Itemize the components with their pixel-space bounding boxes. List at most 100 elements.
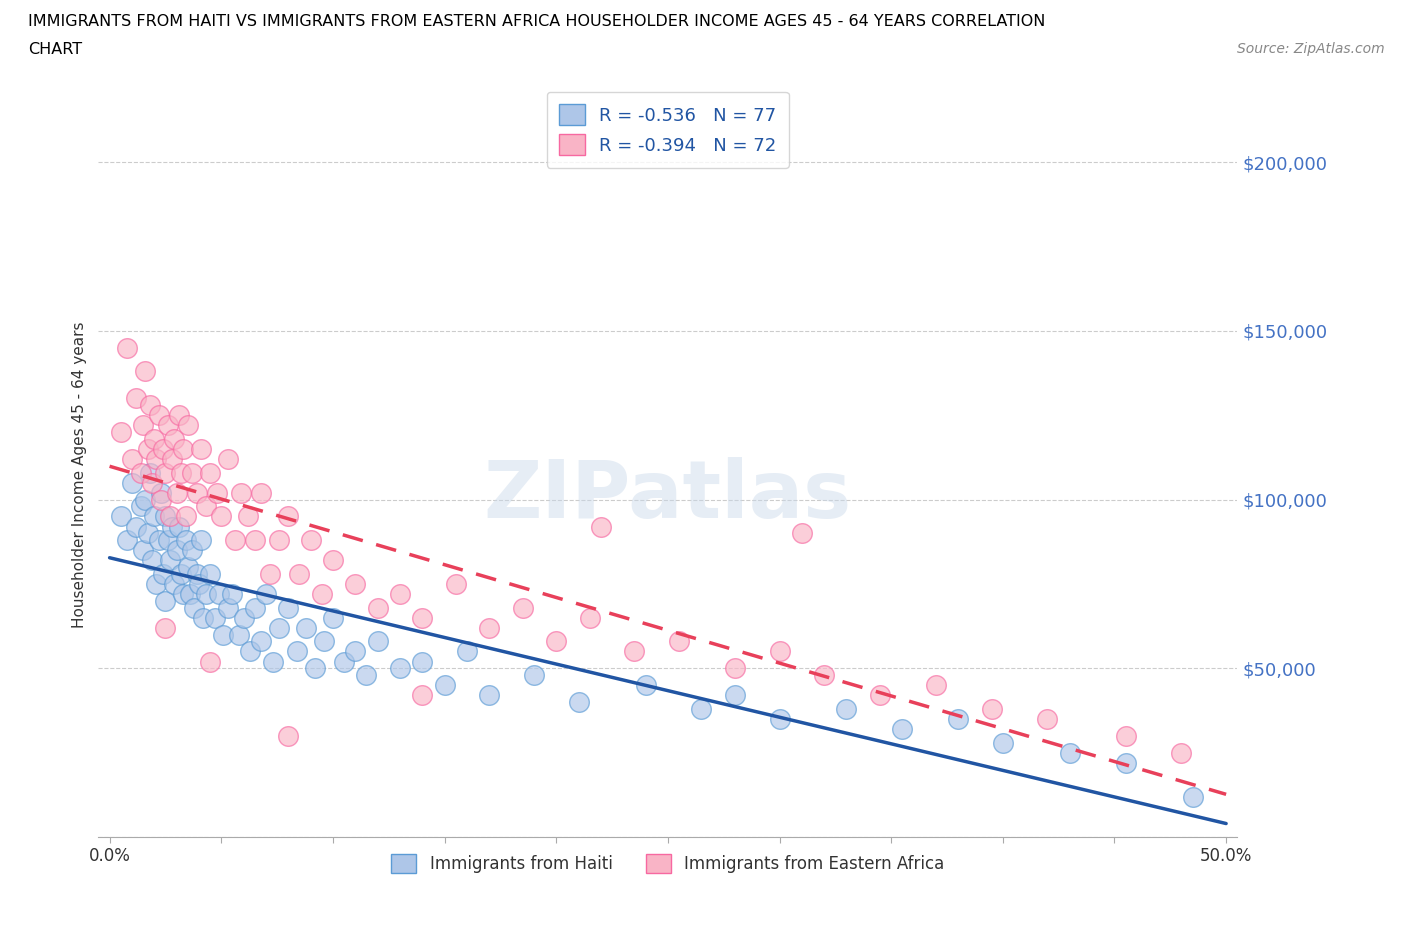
Point [262, 654, 284, 669]
Point [269, 533, 291, 548]
Point [1170, 745, 1192, 760]
Point [155, 465, 177, 480]
Point [139, 398, 162, 413]
Point [724, 661, 747, 676]
Point [277, 509, 299, 524]
Point [224, 533, 246, 548]
Point [204, 610, 226, 625]
Point [186, 485, 208, 500]
Point [478, 688, 501, 703]
Point [322, 610, 344, 625]
Point [148, 533, 170, 548]
Point [295, 620, 318, 635]
Point [456, 644, 478, 658]
Point [156, 418, 179, 432]
Point [304, 661, 326, 676]
Point [221, 587, 243, 602]
Point [250, 485, 273, 500]
Point [925, 678, 948, 693]
Point [623, 644, 645, 658]
Point [344, 577, 367, 591]
Point [217, 600, 239, 615]
Point [198, 654, 221, 669]
Point [183, 600, 205, 615]
Text: ZIPatlas: ZIPatlas [484, 457, 852, 535]
Point [285, 644, 308, 658]
Point [159, 509, 181, 524]
Y-axis label: Householder Income Ages 45 - 64 years: Householder Income Ages 45 - 64 years [72, 321, 87, 628]
Point [411, 610, 433, 625]
Point [121, 475, 143, 490]
Point [388, 661, 411, 676]
Point [149, 485, 172, 500]
Point [145, 452, 167, 467]
Point [254, 587, 277, 602]
Point [136, 525, 159, 540]
Point [344, 644, 367, 658]
Point [132, 543, 155, 558]
Point [110, 425, 132, 440]
Point [243, 600, 266, 615]
Point [980, 701, 1002, 716]
Point [567, 695, 589, 710]
Point [156, 533, 179, 548]
Point [1059, 745, 1081, 760]
Point [790, 525, 813, 540]
Point [177, 560, 200, 575]
Point [187, 577, 209, 591]
Point [148, 408, 170, 423]
Point [134, 364, 156, 379]
Text: Source: ZipAtlas.com: Source: ZipAtlas.com [1237, 42, 1385, 56]
Point [179, 587, 201, 602]
Point [194, 587, 217, 602]
Point [172, 442, 194, 457]
Point [155, 593, 177, 608]
Point [132, 418, 155, 432]
Point [444, 577, 467, 591]
Point [991, 735, 1014, 750]
Point [813, 668, 835, 683]
Point [141, 553, 163, 568]
Point [546, 634, 568, 649]
Point [129, 498, 152, 513]
Point [388, 587, 411, 602]
Point [143, 432, 166, 446]
Point [152, 442, 174, 457]
Point [167, 408, 190, 423]
Point [1181, 789, 1204, 804]
Point [110, 509, 132, 524]
Point [433, 678, 456, 693]
Point [768, 644, 790, 658]
Point [193, 610, 215, 625]
Point [177, 418, 200, 432]
Point [277, 600, 299, 615]
Point [134, 492, 156, 507]
Point [166, 543, 188, 558]
Point [411, 654, 433, 669]
Point [1115, 755, 1137, 770]
Point [141, 475, 163, 490]
Point [143, 509, 166, 524]
Point [194, 498, 217, 513]
Point [217, 452, 239, 467]
Point [1115, 728, 1137, 743]
Point [190, 533, 212, 548]
Point [163, 577, 186, 591]
Point [170, 566, 193, 581]
Point [236, 509, 259, 524]
Point [117, 340, 139, 355]
Point [299, 533, 322, 548]
Point [145, 577, 167, 591]
Point [367, 634, 389, 649]
Point [523, 668, 546, 683]
Point [198, 566, 221, 581]
Point [129, 465, 152, 480]
Point [322, 553, 344, 568]
Point [163, 432, 186, 446]
Point [198, 465, 221, 480]
Point [768, 711, 790, 726]
Point [174, 509, 197, 524]
Point [228, 627, 250, 642]
Point [212, 627, 235, 642]
Point [277, 728, 299, 743]
